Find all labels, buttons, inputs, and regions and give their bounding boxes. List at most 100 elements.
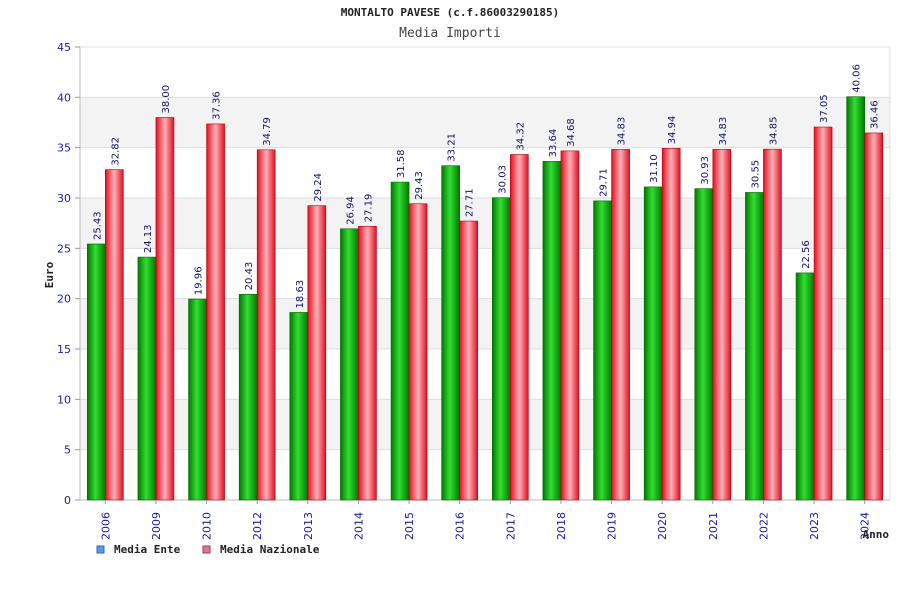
- data-label-media-ente-2020: 31.10: [649, 154, 660, 183]
- x-tick-label-2016: 2016: [454, 512, 467, 540]
- data-label-media-nazionale-2022: 34.85: [768, 117, 779, 146]
- data-label-media-ente-2013: 18.63: [295, 280, 306, 309]
- bar-media-ente-2016: [441, 165, 460, 501]
- data-label-media-ente-2023: 22.56: [801, 240, 812, 269]
- data-label-media-ente-2017: 30.03: [497, 165, 508, 194]
- bar-media-ente-2006: [87, 243, 106, 501]
- data-label-media-ente-2016: 33.21: [447, 133, 458, 162]
- data-label-media-nazionale-2024: 36.46: [870, 100, 881, 129]
- y-tick-label: 35: [57, 142, 71, 155]
- data-label-media-nazionale-2017: 34.32: [515, 122, 526, 151]
- data-label-media-nazionale-2016: 27.71: [465, 188, 476, 217]
- data-label-media-ente-2015: 31.58: [396, 149, 407, 178]
- bar-media-nazionale-2023: [813, 126, 833, 501]
- data-label-media-ente-2019: 29.71: [599, 168, 610, 197]
- chart-subtitle: Media Importi: [399, 26, 501, 41]
- bar-media-nazionale-2021: [712, 149, 732, 501]
- data-label-media-ente-2006: 25.43: [92, 211, 103, 240]
- data-label-media-ente-2022: 30.55: [750, 160, 761, 189]
- bar-media-nazionale-2006: [105, 169, 124, 501]
- y-tick-label: 5: [64, 444, 71, 457]
- bar-media-ente-2009: [137, 256, 157, 501]
- data-label-media-ente-2021: 30.93: [700, 156, 711, 185]
- y-tick-label: 10: [57, 393, 71, 406]
- data-label-media-nazionale-2019: 34.83: [617, 117, 628, 146]
- x-axis-ticks: 2006 2009 2010 2012 2013 2014 2015 2016 2017 2018…: [99, 500, 872, 540]
- legend-swatch-media-nazionale: [202, 545, 211, 554]
- bar-media-ente-2012: [238, 294, 258, 501]
- bar-media-nazionale-2014: [358, 225, 377, 501]
- x-tick-label-2017: 2017: [504, 512, 517, 540]
- bars: [87, 96, 883, 501]
- bar-media-ente-2021: [694, 188, 714, 501]
- legend: Media Ente Media Nazionale: [96, 543, 320, 556]
- data-labels: 25.43 32.82 24.13 38.00 19.96 37.36 20.43 34.79…: [92, 64, 880, 308]
- y-tick-label: 0: [64, 494, 71, 507]
- y-tick-label: 30: [57, 192, 71, 205]
- x-tick-label-2024: 2024: [859, 512, 872, 540]
- bar-media-nazionale-2016: [459, 220, 478, 501]
- x-tick-label-2018: 2018: [555, 512, 568, 540]
- data-label-media-nazionale-2013: 29.24: [313, 173, 324, 202]
- bar-media-ente-2022: [745, 192, 764, 501]
- x-tick-label-2023: 2023: [808, 512, 821, 540]
- data-label-media-nazionale-2023: 37.05: [819, 94, 830, 123]
- data-label-media-nazionale-2018: 34.68: [566, 118, 577, 147]
- bar-media-nazionale-2018: [560, 150, 580, 501]
- data-label-media-nazionale-2009: 38.00: [161, 85, 172, 114]
- x-tick-label-2022: 2022: [757, 512, 770, 540]
- data-label-media-ente-2014: 26.94: [345, 196, 356, 225]
- y-axis-label: Euro: [43, 261, 56, 288]
- legend-swatch-media-ente: [96, 545, 105, 554]
- bar-media-ente-2015: [390, 181, 410, 501]
- x-tick-label-2015: 2015: [403, 512, 416, 540]
- y-axis-ticks: 0 5 10 15 20 25 30 35 40 45: [57, 41, 80, 507]
- data-label-media-ente-2010: 19.96: [194, 266, 205, 295]
- bar-media-ente-2017: [492, 197, 511, 501]
- x-tick-label-2013: 2013: [302, 512, 315, 540]
- bar-media-nazionale-2020: [661, 147, 681, 501]
- bar-media-nazionale-2012: [256, 149, 276, 501]
- bar-media-nazionale-2024: [864, 132, 883, 501]
- x-axis-label: Anno: [863, 528, 890, 541]
- bar-media-ente-2020: [643, 186, 663, 501]
- x-tick-label-2019: 2019: [606, 512, 619, 540]
- y-tick-label: 15: [57, 343, 71, 356]
- x-tick-label-2006: 2006: [99, 512, 112, 540]
- data-label-media-ente-2009: 24.13: [143, 224, 154, 253]
- legend-label-media-ente: Media Ente: [114, 543, 181, 556]
- data-label-media-nazionale-2006: 32.82: [110, 137, 121, 166]
- x-tick-label-2014: 2014: [352, 512, 365, 540]
- bar-media-nazionale-2019: [611, 149, 630, 501]
- data-label-media-nazionale-2015: 29.43: [414, 171, 425, 200]
- data-label-media-nazionale-2010: 37.36: [212, 91, 223, 120]
- data-label-media-ente-2012: 20.43: [244, 262, 255, 291]
- bar-media-nazionale-2009: [155, 117, 175, 501]
- chart-title: MONTALTO PAVESE (c.f.86003290185): [341, 6, 560, 19]
- y-tick-label: 40: [57, 91, 71, 104]
- x-tick-label-2020: 2020: [656, 512, 669, 540]
- bar-media-nazionale-2015: [408, 203, 428, 501]
- bar-media-ente-2018: [542, 161, 562, 501]
- bar-media-ente-2010: [188, 298, 207, 501]
- bar-media-ente-2013: [289, 312, 309, 501]
- bar-media-ente-2014: [340, 228, 359, 501]
- data-label-media-ente-2024: 40.06: [852, 64, 863, 93]
- bar-media-nazionale-2022: [763, 148, 782, 501]
- x-tick-label-2021: 2021: [707, 512, 720, 540]
- data-label-media-ente-2018: 33.64: [548, 129, 559, 158]
- y-tick-label: 20: [57, 293, 71, 306]
- bar-media-ente-2023: [795, 272, 815, 501]
- bar-media-nazionale-2013: [307, 205, 327, 501]
- data-label-media-nazionale-2021: 34.83: [718, 117, 729, 146]
- legend-label-media-nazionale: Media Nazionale: [220, 543, 320, 556]
- bar-media-nazionale-2017: [510, 154, 529, 501]
- x-tick-label-2012: 2012: [251, 512, 264, 540]
- x-tick-label-2009: 2009: [150, 512, 163, 540]
- y-tick-label: 45: [57, 41, 71, 54]
- data-label-media-nazionale-2014: 27.19: [363, 194, 374, 223]
- bar-media-ente-2024: [846, 96, 865, 501]
- data-label-media-nazionale-2012: 34.79: [262, 117, 273, 146]
- bar-media-ente-2019: [593, 200, 612, 501]
